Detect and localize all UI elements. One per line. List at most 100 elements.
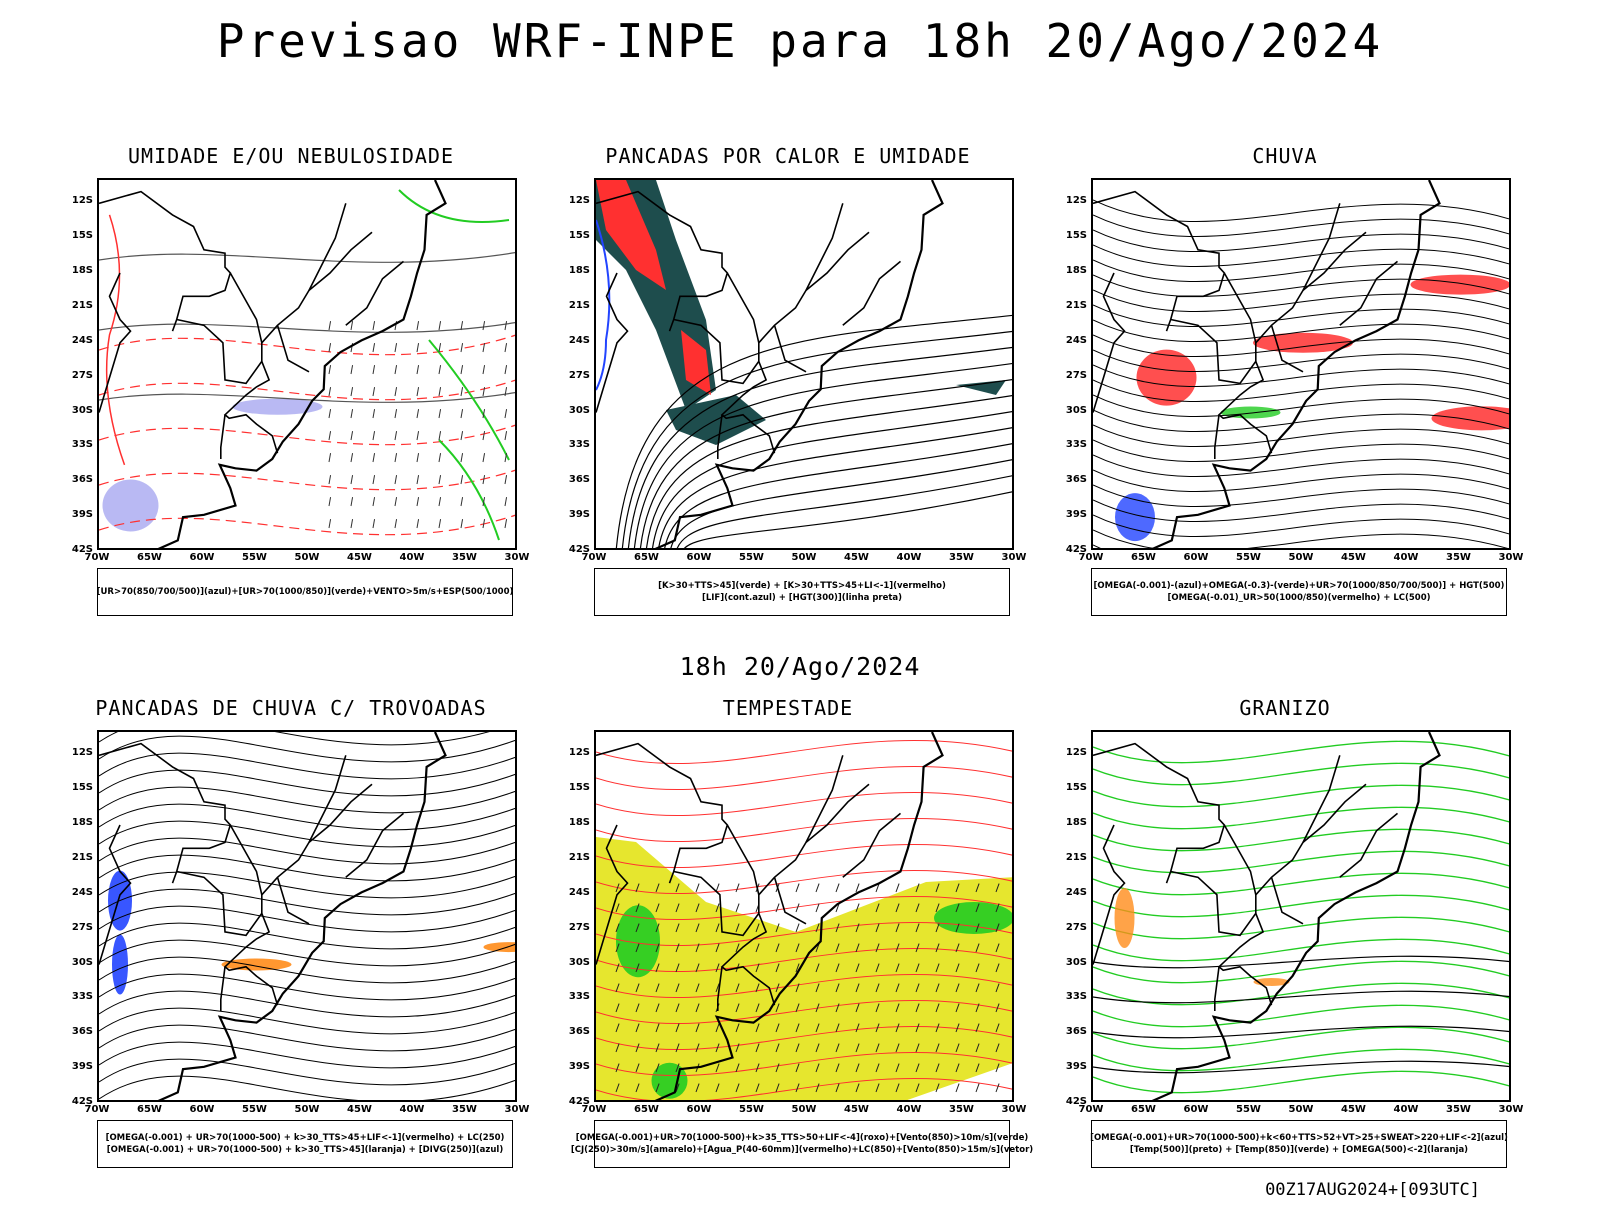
wind850-vector <box>995 1063 1000 1073</box>
wind-arrow <box>438 497 442 507</box>
wind850-vector <box>875 1003 880 1013</box>
wind850-vector <box>895 943 900 953</box>
wind-arrow <box>372 519 376 529</box>
jet-stream-area <box>596 837 1012 1100</box>
wind-arrow <box>350 519 354 529</box>
wind-arrow <box>372 409 376 419</box>
lat-tick-label: 12S <box>568 747 590 759</box>
wind-arrow <box>350 387 354 397</box>
coastline <box>654 732 944 1100</box>
wind850-vector <box>615 983 620 993</box>
lat-tick-label: 18S <box>71 817 93 828</box>
lc850-streamline <box>596 844 1012 868</box>
wind850-vector <box>935 983 940 993</box>
lat-tick-label: 36S <box>1065 474 1087 486</box>
wind-arrow <box>504 431 508 441</box>
legend-line: [CJ(250)>30m/s](amarelo)+[Agua_P(40-60mm… <box>570 1145 1034 1155</box>
wind850-vector <box>855 963 860 973</box>
legend-pancadas: [K>30+TTS>45](verde) + [K>30+TTS>45+LI<-… <box>594 568 1010 616</box>
wind850-vector <box>995 983 1000 993</box>
lc250-streamline <box>99 1024 515 1052</box>
lat-tick-label: 18S <box>568 817 590 828</box>
omega500-area <box>1114 888 1135 948</box>
lc250-streamline <box>99 1075 515 1100</box>
hgt300-contour <box>652 411 1012 548</box>
wind850-vector <box>695 963 700 973</box>
panel-row-time-label: 18h 20/Ago/2024 <box>679 652 921 681</box>
wind850-vector <box>955 1003 960 1013</box>
border-line <box>1255 783 1367 896</box>
wind850-vector <box>995 923 1000 933</box>
wind850-vector <box>715 1063 720 1073</box>
lon-tick-label: 30W <box>1498 1104 1524 1115</box>
wind-arrow <box>372 497 376 507</box>
wind850-vector <box>655 1043 660 1053</box>
hgt500-streamline <box>1093 229 1509 253</box>
lc250-streamline <box>99 803 515 831</box>
wind850-vector <box>815 1003 820 1013</box>
border-line <box>223 913 279 1006</box>
wind850-vector <box>715 923 720 933</box>
thickness-contour <box>99 514 515 536</box>
wind850-vector <box>775 903 780 913</box>
border-line <box>1217 361 1273 454</box>
wind-arrow <box>438 387 442 397</box>
wind850-vector <box>915 1003 920 1013</box>
temp850-contour <box>1093 938 1509 962</box>
wind-arrow <box>394 343 398 353</box>
thickness-contour <box>99 379 515 401</box>
lon-tick-label: 50W <box>791 552 817 563</box>
wind850-vector <box>675 923 680 933</box>
border-line <box>1093 190 1226 332</box>
wind850-vector <box>715 1043 720 1053</box>
wind850-vector <box>675 1043 680 1053</box>
panel-title: CHUVA <box>1252 144 1318 168</box>
lc250-streamline <box>99 1058 515 1086</box>
wind850-vector <box>995 1043 1000 1053</box>
humidity-blue-area <box>102 479 159 532</box>
lon-tick-label: 45W <box>1341 552 1366 563</box>
wind850-vector <box>675 903 680 913</box>
hgt500-streamline <box>1093 484 1509 508</box>
wind850-vector <box>855 1043 860 1053</box>
wind-arrow <box>460 387 464 397</box>
temp850-contour <box>1093 740 1509 764</box>
lat-tick-label: 33S <box>568 991 590 1003</box>
panel-title: PANCADAS DE CHUVA C/ TROVOADAS <box>95 696 487 720</box>
temp850-contour <box>1093 1070 1509 1094</box>
lat-tick-label: 42S <box>1065 1096 1087 1107</box>
wind850-vector <box>615 943 620 953</box>
lat-tick-label: 42S <box>568 544 590 555</box>
panel-tempestade: TEMPESTADE [OMEGA(-0.001)+UR>70(1000-500… <box>558 696 1033 1220</box>
lat-tick-label: 33S <box>71 991 93 1003</box>
lc850-streamline <box>596 1000 1012 1024</box>
hgt500-streamline <box>1093 529 1508 548</box>
lc250-streamline <box>99 956 515 984</box>
wind850-vector <box>695 923 700 933</box>
map-granizo <box>1091 730 1511 1102</box>
lon-tick-label: 60W <box>1183 1104 1209 1115</box>
border-line <box>276 325 310 373</box>
lon-tick-label: 55W <box>242 552 267 563</box>
wind850-vector <box>635 1083 640 1093</box>
map-umidade <box>97 178 517 550</box>
lat-tick-label: 42S <box>71 544 93 555</box>
lat-tick-label: 39S <box>71 509 93 521</box>
hgt500-streamline <box>1093 394 1509 418</box>
lon-tick-label: 45W <box>347 1104 372 1115</box>
temp850-contour <box>1093 1048 1509 1072</box>
temp500-contour <box>1093 1025 1509 1039</box>
wind-arrow <box>394 387 398 397</box>
wind-arrow <box>460 519 464 529</box>
lc850-streamline <box>596 1026 1012 1050</box>
wind850-vector <box>615 923 620 933</box>
wind-arrow <box>504 387 508 397</box>
wind850-vector <box>715 963 720 973</box>
lat-tick-label: 21S <box>1065 299 1087 311</box>
wind850-vector <box>955 943 960 953</box>
wind850-vector <box>895 1083 900 1093</box>
wind850-vector <box>935 1083 940 1093</box>
lc250-streamline <box>99 1041 515 1069</box>
wind850-vector <box>955 963 960 973</box>
wind850-vector <box>855 883 860 893</box>
